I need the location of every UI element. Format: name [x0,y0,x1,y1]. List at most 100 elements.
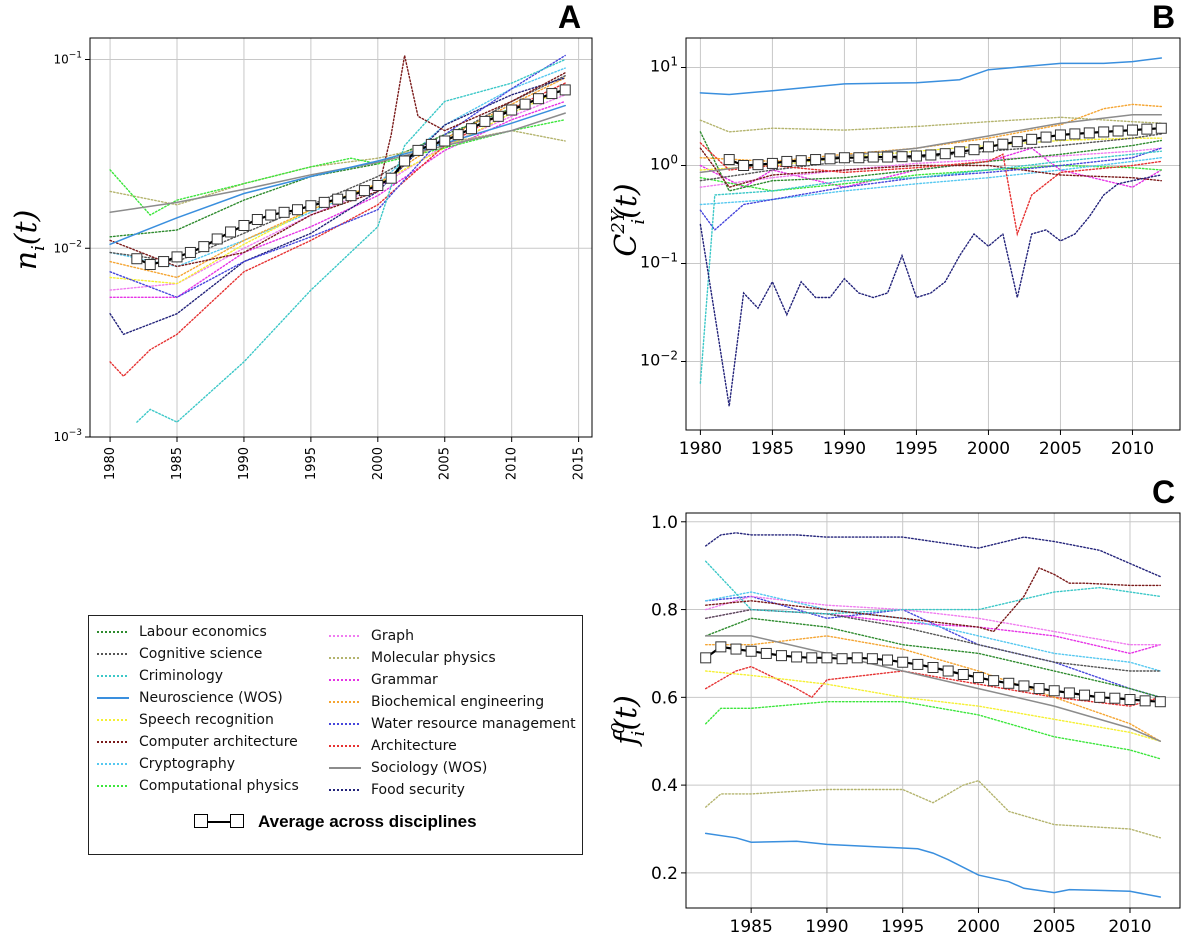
legend-item-label: Food security [371,782,465,798]
y-tick-label: 0.6 [651,688,678,708]
legend-swatch-icon [97,653,129,655]
legend-swatch-icon [97,697,129,699]
average-marker [332,193,344,205]
average-marker [1094,691,1106,703]
average-marker [836,653,848,665]
legend-item-label: Graph [371,628,414,644]
legend-swatch-icon [329,723,361,725]
average-marker [1069,128,1081,140]
average-marker [372,180,384,192]
average-marker [896,151,908,163]
average-marker [851,652,863,664]
x-tick-label: 1995 [895,439,938,459]
legend-item-graph: Graph [329,626,414,646]
average-marker [265,209,277,221]
average-marker [171,251,183,263]
legend-item-speech-recognition: Speech recognition [97,710,274,730]
series-line-food-security [699,174,1163,407]
average-marker [1098,126,1110,138]
series-line-neuroscience-wos [109,104,566,246]
legend-item-label: Cryptography [139,756,236,772]
series-line-computer-architecture [705,567,1162,633]
panel-b-ylabel: C2Yi(t) [608,183,649,256]
average-marker [942,665,954,677]
series-line-computational-physics [109,118,566,216]
average-marker [412,144,424,156]
average-marker [305,200,317,212]
panel-letter-a: A [558,0,581,35]
series-line-criminology [699,150,1163,384]
average-marker [866,653,878,665]
average-marker [144,259,156,271]
average-marker [821,652,833,664]
legend-swatch-icon [329,701,361,703]
x-tick-label: 2005 [1033,917,1076,937]
average-marker [882,151,894,163]
x-tick-label: 2000 [371,447,386,480]
average-marker [745,645,757,657]
average-marker [1079,689,1091,701]
average-marker [912,658,924,670]
legend-swatch-icon [97,675,129,677]
x-tick-label: 1985 [751,439,794,459]
average-marker [385,172,397,184]
average-marker [1033,683,1045,695]
average-marker [1124,694,1136,706]
series-line-molecular-physics [699,116,1163,133]
average-marker [506,104,518,116]
series-line-sociology-wos [704,635,1162,742]
series-line-architecture [109,82,566,378]
legend-average-label: Average across disciplines [258,812,477,831]
average-marker [1112,125,1124,137]
average-marker [1109,692,1121,704]
legend-swatch-icon [329,767,361,769]
average-marker-icon [194,813,244,831]
average-marker [559,84,571,96]
series-line-cognitive-science [109,75,566,263]
average-marker [853,152,865,164]
legend-swatch-icon [329,635,361,637]
legend-item-computer-architecture: Computer architecture [97,732,298,752]
average-marker [775,650,787,662]
legend-item-label: Grammar [371,672,438,688]
average-marker [882,654,894,666]
legend-item-food-security: Food security [329,780,465,800]
legend-swatch-icon [97,719,129,721]
legend-item-label: Sociology (WOS) [371,760,488,776]
average-marker [939,148,951,160]
series-line-grammar [705,608,1162,655]
series-line-water-resource-management [699,147,1163,231]
average-marker [897,656,909,668]
legend-item-grammar: Grammar [329,670,438,690]
average-marker [806,652,818,664]
average-marker [723,154,735,166]
average-marker [760,647,772,659]
legend-item-cognitive-science: Cognitive science [97,644,262,664]
x-tick-label: 1980 [103,447,118,480]
x-tick-label: 1995 [881,917,924,937]
x-tick-label: 1980 [679,439,722,459]
average-marker [1018,680,1030,692]
x-tick-label: 2005 [1039,439,1082,459]
x-tick-label: 2000 [967,439,1010,459]
series-line-biochemical-engineering [705,635,1162,742]
average-marker [198,241,210,253]
legend-item-labour-economics: Labour economics [97,622,267,642]
average-marker [730,643,742,655]
panel-a-series [109,54,571,423]
x-tick-label: 2010 [505,447,520,480]
average-marker [997,138,1009,150]
legend-item-label: Labour economics [139,624,267,640]
series-line-computational-physics [705,701,1162,760]
average-marker [982,141,994,153]
legend-swatch-icon [97,785,129,787]
series-line-water-resource-management [109,54,566,299]
legend-item-label: Molecular physics [371,650,496,666]
legend-swatch-icon [97,631,129,633]
legend-item-cryptography: Cryptography [97,754,235,774]
panel-a-grid [90,38,592,438]
series-line-architecture [699,142,1163,237]
average-marker [838,152,850,164]
average-marker [925,149,937,161]
average-marker [927,661,939,673]
